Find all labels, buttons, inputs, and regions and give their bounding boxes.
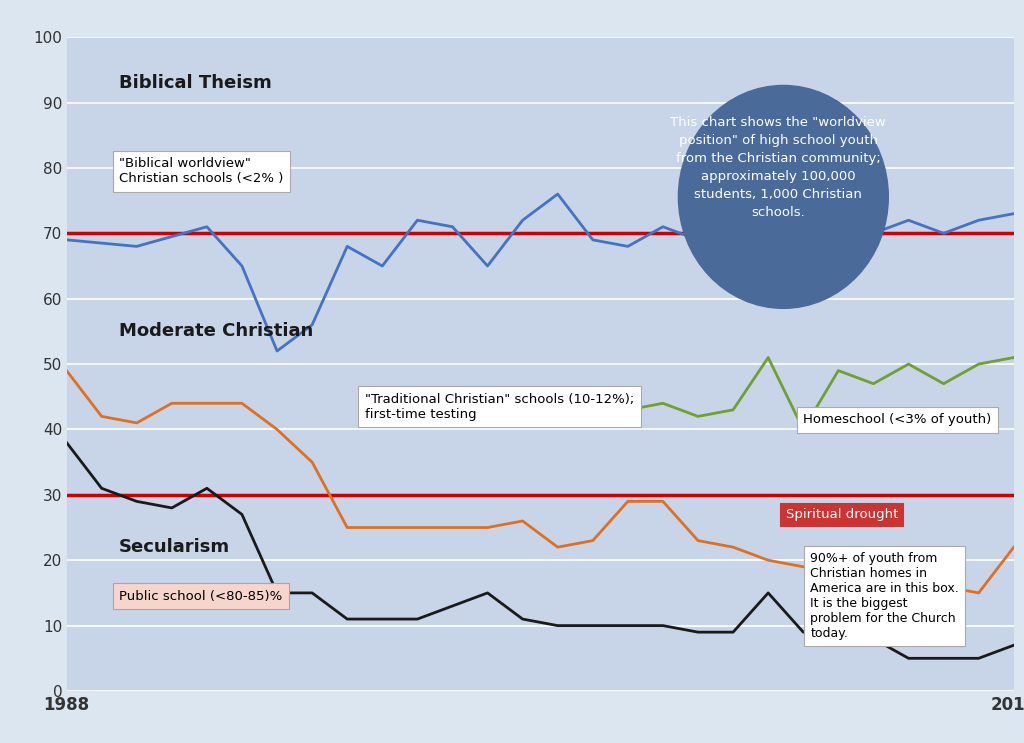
Text: Homeschool (<3% of youth): Homeschool (<3% of youth) (803, 413, 991, 426)
Text: "Traditional Christian" schools (10-12%);
first-time testing: "Traditional Christian" schools (10-12%)… (365, 392, 634, 421)
Text: "Biblical worldview"
Christian schools (<2% ): "Biblical worldview" Christian schools (… (119, 158, 284, 185)
Text: Spiritual drought: Spiritual drought (785, 508, 898, 521)
Text: This chart shows the "worldview
position" of high school youth
from the Christia: This chart shows the "worldview position… (671, 116, 886, 218)
Text: Biblical Theism: Biblical Theism (119, 74, 272, 92)
Text: Public school (<80-85)%: Public school (<80-85)% (119, 590, 283, 603)
Text: Secularism: Secularism (119, 538, 230, 557)
Text: 90%+ of youth from
Christian homes in
America are in this box.
It is the biggest: 90%+ of youth from Christian homes in Am… (810, 552, 959, 640)
Text: Moderate Christian: Moderate Christian (119, 322, 313, 340)
